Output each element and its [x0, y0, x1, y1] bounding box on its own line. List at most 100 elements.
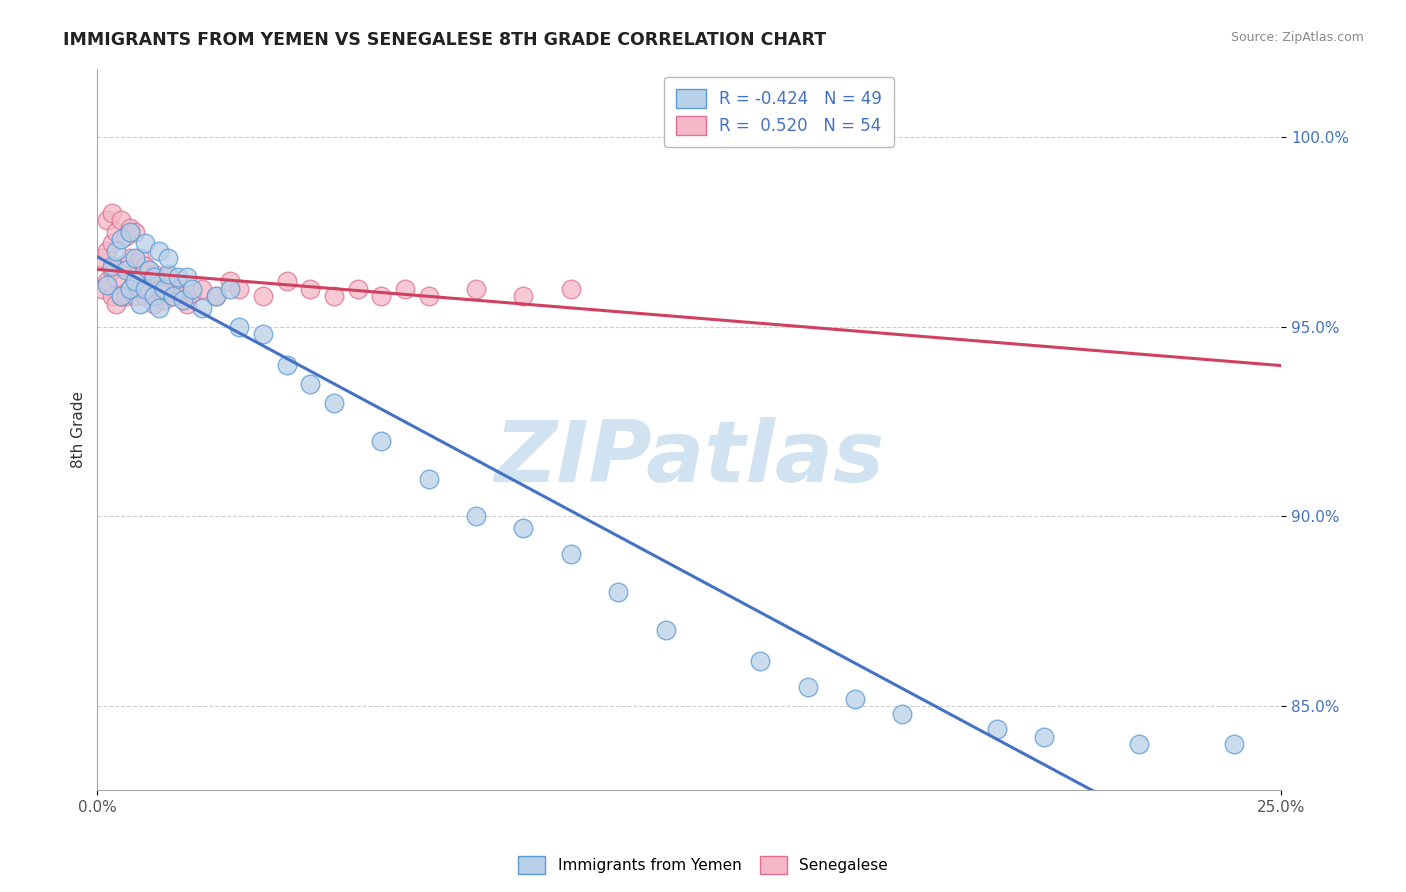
Point [110, 213, 132, 227]
Point [176, 297, 198, 311]
Point [148, 282, 170, 296]
Point [219, 274, 242, 288]
Point [124, 274, 146, 288]
Point [134, 289, 156, 303]
Point [299, 282, 322, 296]
Point [299, 376, 322, 391]
Point [124, 252, 146, 266]
Point [114, 289, 136, 303]
Point [148, 301, 170, 315]
Point [370, 434, 392, 448]
Point [143, 297, 166, 311]
Point [157, 252, 180, 266]
Point [148, 244, 170, 258]
Point [138, 282, 160, 296]
Point [129, 252, 152, 266]
Text: Source: ZipAtlas.com: Source: ZipAtlas.com [1230, 31, 1364, 45]
Point [512, 521, 534, 535]
Point [120, 282, 142, 296]
Legend: Immigrants from Yemen, Senegalese: Immigrants from Yemen, Senegalese [512, 850, 894, 880]
Point [181, 282, 204, 296]
Point [105, 244, 128, 258]
Point [172, 289, 194, 303]
Point [100, 236, 122, 251]
Point [91, 282, 114, 296]
Point [465, 282, 488, 296]
Point [124, 225, 146, 239]
Point [512, 289, 534, 303]
Point [560, 282, 582, 296]
Point [138, 262, 160, 277]
Point [105, 270, 128, 285]
Point [370, 289, 392, 303]
Point [172, 293, 194, 307]
Point [844, 691, 866, 706]
Point [166, 282, 188, 296]
Point [110, 232, 132, 246]
Point [100, 262, 122, 277]
Point [157, 267, 180, 281]
Point [1222, 737, 1244, 751]
Point [276, 358, 298, 372]
Point [162, 289, 184, 303]
Point [228, 319, 250, 334]
Text: ZIPatlas: ZIPatlas [494, 417, 884, 500]
Point [100, 259, 122, 273]
Point [607, 585, 630, 599]
Point [96, 244, 118, 258]
Point [120, 252, 142, 266]
Point [418, 471, 440, 485]
Point [143, 289, 166, 303]
Point [129, 282, 152, 296]
Point [204, 289, 226, 303]
Point [129, 297, 152, 311]
Point [1128, 737, 1150, 751]
Point [204, 289, 226, 303]
Point [96, 274, 118, 288]
Point [110, 259, 132, 273]
Point [749, 654, 772, 668]
Point [323, 289, 346, 303]
Point [560, 548, 582, 562]
Point [1033, 730, 1056, 744]
Point [120, 221, 142, 235]
Point [100, 206, 122, 220]
Point [120, 225, 142, 239]
Point [143, 270, 166, 285]
Legend: R = -0.424   N = 49, R =  0.520   N = 54: R = -0.424 N = 49, R = 0.520 N = 54 [665, 77, 894, 147]
Point [346, 282, 368, 296]
Point [114, 262, 136, 277]
Point [166, 270, 188, 285]
Point [152, 293, 174, 307]
Point [891, 706, 914, 721]
Point [228, 282, 250, 296]
Point [323, 395, 346, 409]
Point [418, 289, 440, 303]
Point [394, 282, 416, 296]
Point [134, 236, 156, 251]
Point [134, 259, 156, 273]
Point [143, 267, 166, 281]
Point [796, 681, 818, 695]
Point [120, 282, 142, 296]
Point [124, 270, 146, 285]
Point [110, 289, 132, 303]
Point [96, 213, 118, 227]
Point [157, 270, 180, 285]
Point [100, 289, 122, 303]
Point [96, 277, 118, 292]
Point [114, 259, 136, 273]
Text: IMMIGRANTS FROM YEMEN VS SENEGALESE 8TH GRADE CORRELATION CHART: IMMIGRANTS FROM YEMEN VS SENEGALESE 8TH … [63, 31, 827, 49]
Y-axis label: 8th Grade: 8th Grade [72, 391, 86, 467]
Point [219, 282, 242, 296]
Point [110, 289, 132, 303]
Point [91, 252, 114, 266]
Point [654, 624, 676, 638]
Point [276, 274, 298, 288]
Point [114, 228, 136, 243]
Point [134, 282, 156, 296]
Point [252, 327, 274, 342]
Point [152, 282, 174, 296]
Point [176, 270, 198, 285]
Point [124, 289, 146, 303]
